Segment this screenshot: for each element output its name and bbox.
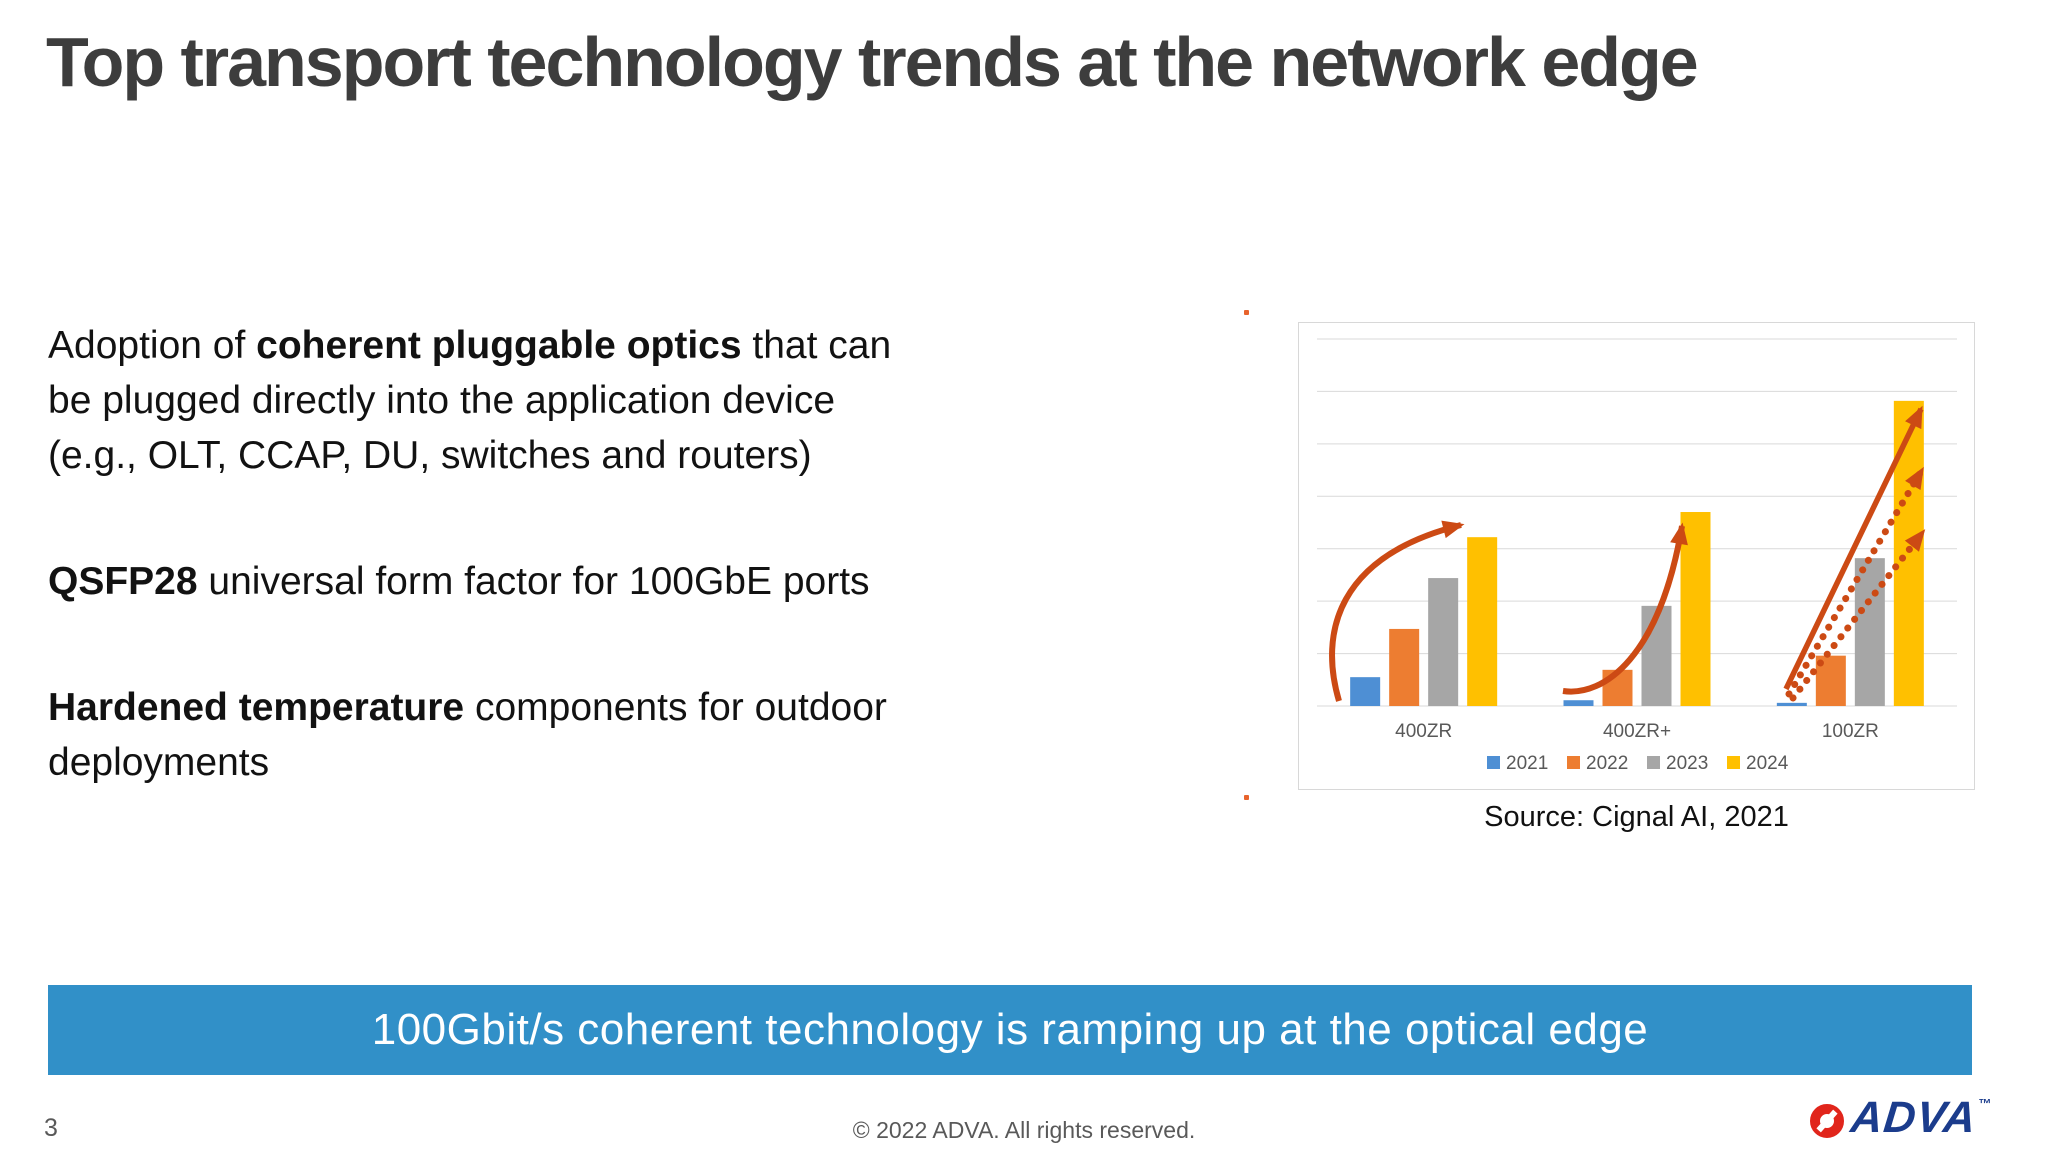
legend-label-2022: 2022 [1586, 753, 1628, 774]
stray-mark [1244, 795, 1249, 800]
bullet-paragraph: Adoption of coherent pluggable optics th… [48, 318, 1108, 483]
legend-label-2023: 2023 [1666, 753, 1708, 774]
legend-swatch-2022 [1567, 756, 1580, 769]
legend-swatch-2023 [1647, 756, 1660, 769]
legend-swatch-2024 [1727, 756, 1740, 769]
bullet-line: be plugged directly into the application… [48, 379, 836, 422]
bar-2024-400ZR [1467, 537, 1498, 706]
adva-ring-icon [1810, 1104, 1844, 1138]
bullet-paragraph: Hardened temperature components for outd… [48, 680, 1108, 790]
bullet-line: Adoption of coherent pluggable optics th… [48, 324, 892, 367]
legend-label-2021: 2021 [1506, 753, 1548, 774]
bar-2021-400ZR [1350, 677, 1381, 706]
bullet-paragraph: QSFP28 universal form factor for 100GbE … [48, 554, 1108, 609]
growth-arrow-400zrplus [1562, 522, 1688, 695]
category-label: 400ZR+ [1603, 721, 1671, 742]
bullet-line: (e.g., OLT, CCAP, DU, switches and route… [48, 434, 812, 477]
bullet-line: QSFP28 universal form factor for 100GbE … [48, 560, 870, 603]
bar-2021-400ZR+ [1563, 700, 1594, 706]
adva-logo: ADVA ™ [1810, 1093, 1992, 1142]
bar-2024-400ZR+ [1680, 512, 1711, 706]
legend-swatch-2021 [1487, 756, 1500, 769]
bar-2024-100ZR [1893, 400, 1924, 706]
growth-arrows [1329, 405, 1927, 702]
growth-arrow-100zr-solid [1783, 405, 1924, 691]
bullet-list: Adoption of coherent pluggable optics th… [48, 318, 1108, 790]
bar-2022-400ZR [1389, 628, 1420, 706]
growth-arrow-100zr-dotted-2 [1789, 528, 1927, 702]
bar-2023-400ZR [1428, 578, 1459, 706]
chart-source: Source: Cignal AI, 2021 [1484, 801, 1789, 833]
chart-plot: 400ZR 400ZR+ 100ZR 2021 2022 2023 2024 [1317, 338, 1957, 774]
bullet-line: deployments [48, 741, 270, 784]
bar-chart-svg: 400ZR 400ZR+ 100ZR 2021 2022 2023 2024 [1317, 338, 1957, 774]
banner: 100Gbit/s coherent technology is ramping… [48, 985, 1972, 1075]
growth-arrow-400zr [1329, 520, 1465, 702]
bar-2021-100ZR [1776, 702, 1807, 706]
legend-label-2024: 2024 [1746, 753, 1789, 774]
category-label: 400ZR [1395, 721, 1452, 742]
page-number: 3 [44, 1114, 58, 1142]
copyright: © 2022 ADVA. All rights reserved. [852, 1117, 1196, 1143]
stray-mark [1244, 310, 1249, 315]
banner-text: 100Gbit/s coherent technology is ramping… [371, 1005, 1649, 1054]
adva-trademark: ™ [1978, 1096, 1992, 1111]
growth-arrow-100zr-dotted-1 [1785, 466, 1926, 698]
slide-title: Top transport technology trends at the n… [46, 23, 1699, 101]
bullet-line: Hardened temperature components for outd… [48, 686, 887, 729]
adva-logo-text: ADVA [1848, 1093, 1980, 1142]
category-label: 100ZR [1822, 721, 1879, 742]
chart-panel: 400ZR 400ZR+ 100ZR 2021 2022 2023 2024 [1298, 322, 1975, 790]
